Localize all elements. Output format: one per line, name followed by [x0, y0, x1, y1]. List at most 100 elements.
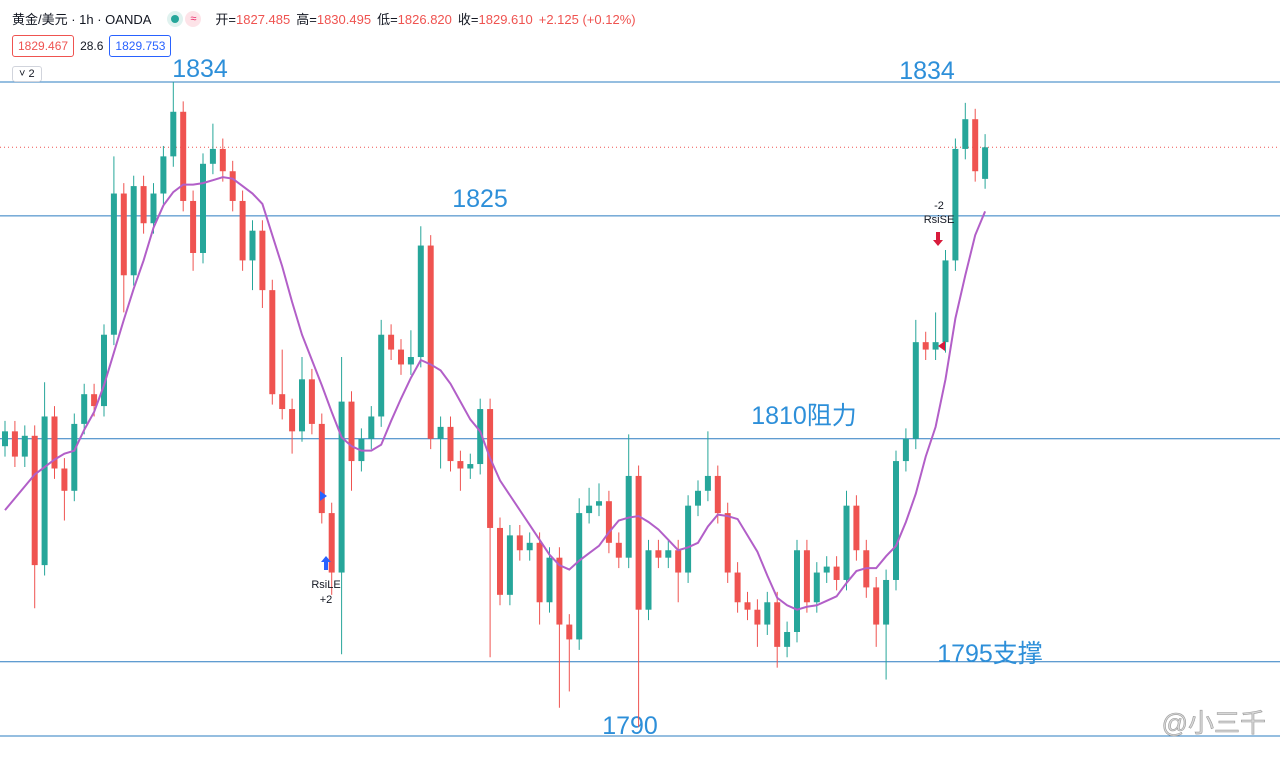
candle-body — [21, 435, 28, 457]
candle-body — [794, 550, 800, 632]
candle-body — [209, 148, 216, 164]
delay-icon[interactable]: ≈ — [185, 10, 202, 27]
sell-price[interactable]: 1829.467 — [12, 35, 75, 57]
candle-body — [576, 513, 583, 640]
candle-body — [200, 163, 206, 253]
candle-body — [120, 193, 127, 276]
watermark: @小三千 — [1162, 708, 1266, 738]
candle-body — [645, 550, 652, 610]
candle-body — [596, 501, 602, 506]
candle-body — [51, 416, 58, 469]
candle-body — [665, 550, 672, 558]
candle-body — [883, 579, 890, 625]
candle-body — [497, 527, 503, 595]
signal-arrow — [321, 556, 331, 570]
candle-body — [932, 342, 939, 350]
spread: 28.6 — [80, 39, 104, 53]
level-label: 1825 — [452, 185, 508, 213]
candle-body — [150, 193, 157, 224]
candle-body — [259, 230, 266, 291]
indicator-count: 2 — [28, 68, 35, 80]
ohlc-value: 1829.610 — [478, 12, 533, 27]
candle-body — [893, 461, 899, 580]
candle-body — [586, 505, 593, 514]
candle-body — [229, 171, 236, 201]
candle-body — [81, 394, 88, 424]
candle-body — [477, 409, 484, 465]
candle-body — [972, 119, 979, 172]
ohlc-key: 收= — [457, 12, 479, 27]
level-label: 1795支撑 — [937, 640, 1043, 668]
candle-body — [219, 148, 226, 172]
signal-name: RsiLE — [311, 579, 340, 591]
candle-body — [833, 566, 840, 580]
candle-body — [2, 431, 8, 447]
ohlc-value: 1827.485 — [236, 12, 291, 27]
candle-body — [734, 572, 741, 603]
status-icons: ≈ — [167, 10, 202, 27]
signal-amount: +2 — [320, 594, 333, 606]
candle-body — [506, 535, 513, 595]
candle-body — [823, 566, 830, 573]
candle-body — [536, 542, 543, 603]
candle-body — [803, 550, 810, 603]
indicator-toggle[interactable]: ˅ 2 — [12, 66, 42, 82]
candle-body — [110, 193, 117, 335]
price-boxes: 1829.467 28.6 1829.753 — [12, 35, 172, 57]
candle-body — [764, 602, 771, 625]
candle-body — [437, 426, 444, 439]
candle-body — [774, 602, 781, 647]
candle-body — [239, 200, 246, 261]
candle-body — [71, 423, 78, 491]
ohlc-key: 开= — [215, 12, 237, 27]
candle-body — [982, 147, 989, 179]
ohlc-key: 低= — [377, 12, 398, 27]
candle-body — [942, 260, 949, 343]
symbol[interactable]: 黄金/美元 · 1h · OANDA — [12, 12, 152, 27]
candle-body — [704, 475, 711, 491]
candle-body — [556, 557, 563, 625]
candle-body — [487, 409, 494, 528]
candle-body — [299, 379, 305, 432]
candle-body — [190, 200, 197, 253]
candle-body — [31, 435, 38, 566]
candle-body — [784, 631, 791, 647]
candle-body — [754, 609, 761, 625]
ohlc-key: 高= — [296, 12, 317, 27]
candle-body — [101, 334, 107, 407]
candle-body — [843, 505, 850, 580]
candle-body — [348, 401, 355, 462]
candle-body — [170, 111, 177, 157]
candle-body — [398, 349, 404, 365]
candle-body — [952, 148, 959, 261]
candle-body — [744, 602, 751, 610]
candle-body — [180, 111, 187, 201]
candle-body — [417, 245, 424, 358]
marker-triangle — [938, 341, 945, 351]
candle-body — [289, 409, 296, 432]
candle-body — [605, 501, 612, 543]
level-label: 1810阻力 — [751, 402, 857, 430]
market-open-icon[interactable] — [167, 10, 184, 27]
candle-body — [11, 431, 18, 457]
candle-body — [714, 475, 721, 514]
candle-body — [61, 468, 68, 491]
candle-body — [130, 186, 137, 276]
ohlc-value: +2.125 (+0.12%) — [538, 12, 636, 27]
candle-body — [338, 401, 345, 573]
ohlc-value: 1830.495 — [316, 12, 372, 27]
candle-body — [308, 379, 315, 424]
candle-body — [962, 119, 969, 149]
candle-body — [685, 505, 692, 573]
candle-body — [813, 572, 820, 603]
candle-body — [427, 245, 434, 439]
candle-body — [724, 513, 731, 573]
candle-body — [615, 542, 622, 558]
candle-body — [655, 550, 662, 558]
candle-body — [269, 290, 276, 395]
signal-name: RsiSE — [924, 214, 955, 226]
buy-price[interactable]: 1829.753 — [109, 35, 172, 57]
candle-body — [318, 423, 325, 514]
